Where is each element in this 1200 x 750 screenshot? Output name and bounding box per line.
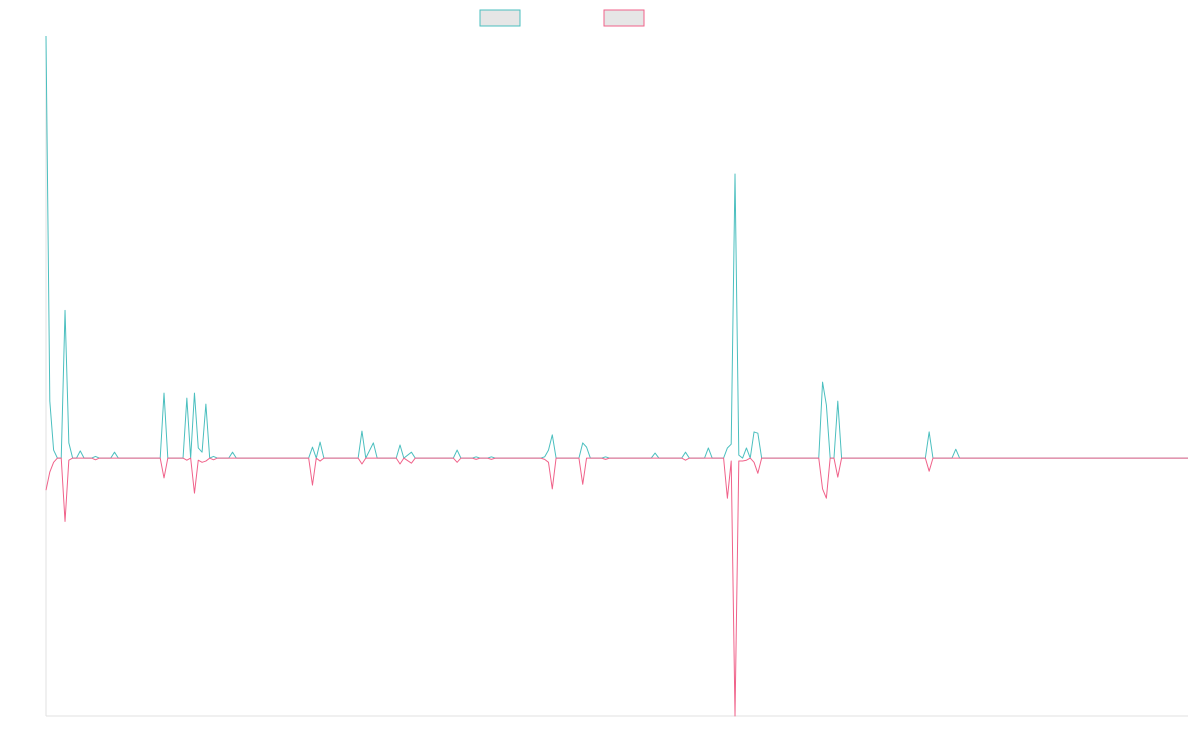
series-line — [45, 457, 1188, 717]
legend-swatch — [479, 9, 521, 27]
legend — [479, 9, 645, 27]
legend-swatch — [603, 9, 645, 27]
series-line — [45, 35, 1188, 459]
